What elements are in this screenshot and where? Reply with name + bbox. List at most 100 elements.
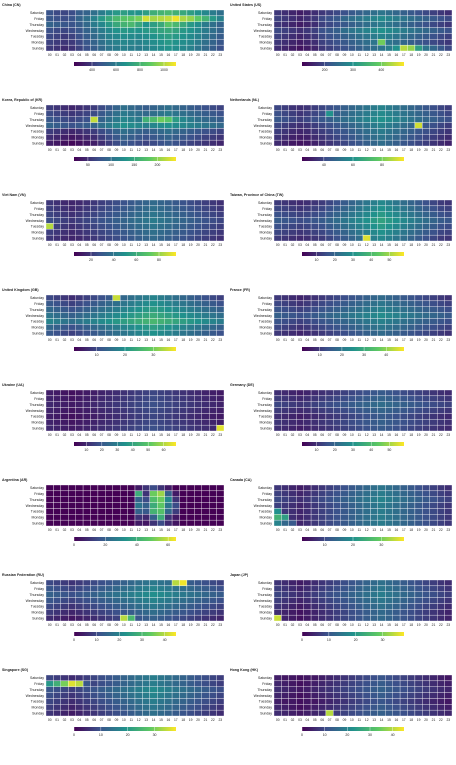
heatmap-cell — [318, 490, 327, 497]
hour-label: 05 — [85, 243, 89, 247]
heatmap-cell — [216, 698, 225, 705]
heatmap-cell — [296, 27, 304, 34]
heatmap-cell — [90, 27, 99, 34]
heatmap-cell — [157, 104, 165, 112]
heatmap-cell — [60, 329, 69, 337]
hour-label: 02 — [63, 53, 67, 57]
heatmap-cell — [112, 401, 121, 408]
heatmap-cell — [142, 496, 151, 503]
heatmap-cell — [444, 692, 453, 699]
heatmap-cell — [97, 116, 106, 123]
heatmap-cell — [157, 603, 165, 610]
heatmap-cell — [392, 508, 401, 515]
heatmap-cell — [325, 413, 334, 420]
heatmap-cell — [68, 223, 76, 230]
heatmap-cell — [186, 389, 195, 397]
heatmap-cell — [296, 217, 304, 224]
heatmap-cell — [414, 128, 423, 135]
heatmap-cell — [303, 419, 312, 426]
hour-label: 22 — [211, 53, 215, 57]
heatmap-cell — [208, 407, 217, 414]
heatmap-cell — [355, 217, 364, 224]
heatmap-cell — [171, 395, 180, 402]
heatmap-cell — [179, 217, 188, 224]
heatmap-cell — [105, 122, 113, 129]
panel-title: Russian Federation (RU) — [2, 573, 45, 577]
heatmap-cell — [310, 490, 319, 497]
heatmap-cell — [422, 591, 430, 598]
heatmap-cell — [45, 9, 54, 17]
heatmap-cell — [134, 413, 143, 420]
heatmap-cell — [429, 508, 438, 515]
heatmap-cell — [68, 419, 76, 426]
heatmap-cell — [325, 389, 334, 397]
heatmap-cell — [273, 674, 282, 682]
heatmap-cell — [422, 128, 430, 135]
heatmap-cell — [164, 27, 173, 34]
heatmap-cell — [377, 21, 386, 28]
heatmap-cell — [325, 603, 334, 610]
heatmap-cell — [149, 229, 158, 236]
heatmap-cell — [134, 424, 143, 432]
heatmap-cell — [296, 502, 304, 509]
heatmap-cell — [97, 395, 106, 402]
heatmap-cell — [355, 223, 364, 230]
heatmap-cell — [347, 15, 356, 22]
heatmap-cell — [45, 514, 54, 521]
heatmap-cell — [422, 424, 430, 432]
hour-label: 21 — [204, 338, 208, 342]
heatmap-cell — [186, 674, 195, 682]
heatmap-cell — [171, 15, 180, 22]
heatmap-cell — [385, 698, 393, 705]
heatmap-cell — [355, 234, 364, 242]
heatmap-cell — [429, 609, 438, 616]
heatmap-cell — [355, 110, 364, 117]
heatmap-cell — [105, 419, 113, 426]
heatmap-cell — [127, 389, 136, 397]
heatmap-cell — [90, 217, 99, 224]
day-label: Thursday — [29, 118, 44, 122]
heatmap-cell — [385, 692, 393, 699]
hour-label: 23 — [446, 338, 450, 342]
heatmap-cell — [194, 128, 202, 135]
hour-label: 21 — [204, 718, 208, 722]
heatmap-cell — [142, 680, 151, 687]
hour-label: 05 — [313, 433, 317, 437]
heatmap-cell — [112, 407, 121, 414]
heatmap-cell — [134, 496, 143, 503]
heatmap-cell — [399, 9, 408, 17]
heatmap-cell — [333, 395, 341, 402]
heatmap-cell — [186, 110, 195, 117]
heatmap-cell — [340, 229, 349, 236]
heatmap-cell — [318, 318, 327, 325]
day-label: Tuesday — [259, 130, 273, 134]
heatmap-cell — [164, 413, 173, 420]
heatmap-cell — [399, 519, 408, 527]
heatmap-cell — [303, 33, 312, 40]
heatmap-cell — [82, 134, 91, 141]
day-label: Saturday — [258, 676, 272, 680]
legend-tick-label: 50 — [387, 448, 391, 452]
heatmap-cell — [201, 704, 210, 711]
heatmap-cell — [208, 401, 217, 408]
heatmap-cell — [362, 579, 371, 587]
heatmap-cell — [45, 234, 54, 242]
heatmap-cell — [112, 110, 121, 117]
heatmap-cell — [370, 128, 379, 135]
heatmap-cell — [186, 686, 195, 693]
hour-label: 21 — [204, 433, 208, 437]
hour-label: 06 — [92, 623, 96, 627]
day-label: Tuesday — [259, 510, 273, 514]
heatmap-cell — [444, 27, 453, 34]
heatmap-cell — [179, 419, 188, 426]
heatmap-cell — [171, 496, 180, 503]
heatmap-cell — [392, 39, 401, 46]
heatmap-cell — [281, 424, 290, 432]
heatmap-cell — [325, 21, 334, 28]
heatmap-cell — [171, 116, 180, 123]
heatmap-cell — [142, 579, 151, 587]
heatmap-cell — [171, 199, 180, 207]
heatmap-cell — [377, 44, 386, 52]
heatmap-cell — [127, 134, 136, 141]
heatmap-cell — [45, 223, 54, 230]
